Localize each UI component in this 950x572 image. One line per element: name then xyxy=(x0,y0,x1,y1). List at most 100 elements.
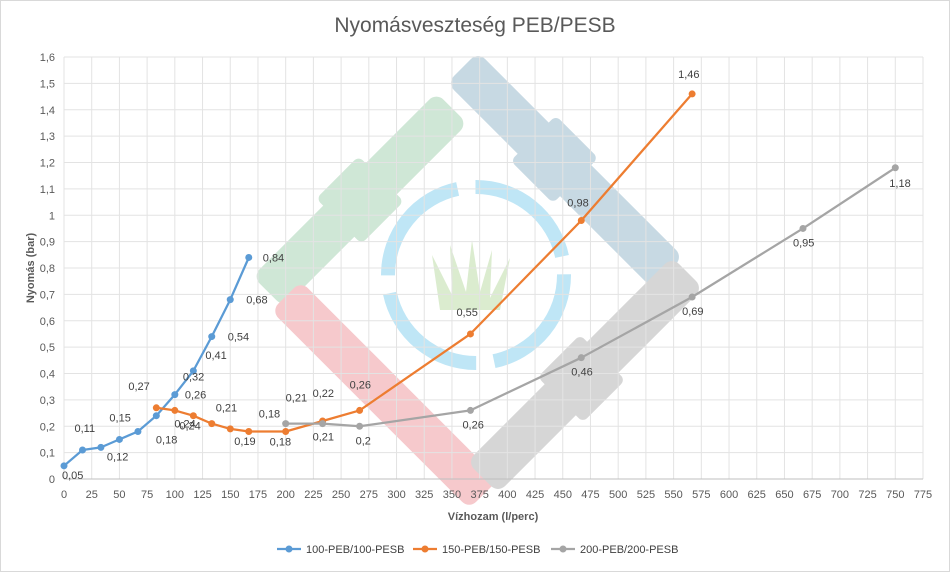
x-tick-label: 50 xyxy=(113,489,125,501)
data-label: 0,32 xyxy=(183,372,204,384)
chart-title: Nyomásveszteség PEB/PESB xyxy=(334,14,616,37)
data-label: 0,05 xyxy=(62,470,83,482)
legend-marker xyxy=(285,545,293,553)
x-tick-label: 25 xyxy=(86,489,98,501)
watermark-grass xyxy=(432,240,510,310)
data-point xyxy=(208,420,216,428)
data-label: 0,26 xyxy=(462,419,483,431)
y-tick-label: 1,1 xyxy=(40,184,55,196)
x-tick-label: 650 xyxy=(775,489,793,501)
chart-legend: 100-PEB/100-PESB 150-PEB/150-PESB 200-PEB/… xyxy=(277,544,678,556)
data-label: 0,12 xyxy=(107,451,128,463)
y-tick-label: 0,9 xyxy=(40,237,55,249)
data-point xyxy=(282,428,290,436)
x-tick-label: 700 xyxy=(831,489,849,501)
data-label: 0,24 xyxy=(174,419,195,431)
y-tick-label: 1 xyxy=(49,210,55,222)
legend-marker xyxy=(421,545,429,553)
data-label: 0,24 xyxy=(179,421,200,433)
watermark-blue-pipe xyxy=(451,56,679,284)
x-tick-label: 725 xyxy=(858,489,876,501)
x-axis-title: Vízhozam (l/perc) xyxy=(448,511,539,523)
x-tick-label: 350 xyxy=(443,489,461,501)
data-point xyxy=(171,406,179,414)
data-label: 0,19 xyxy=(234,436,255,448)
x-tick-label: 550 xyxy=(664,489,682,501)
data-label: 0,54 xyxy=(228,332,249,344)
x-tick-label: 125 xyxy=(193,489,211,501)
data-point xyxy=(319,420,327,428)
data-point xyxy=(189,412,197,420)
x-tick-label: 575 xyxy=(692,489,710,501)
data-label: 1,18 xyxy=(889,178,910,190)
x-tick-label: 500 xyxy=(609,489,627,501)
x-tick-label: 0 xyxy=(61,489,67,501)
data-label: 0,18 xyxy=(156,435,177,447)
data-point xyxy=(577,217,585,225)
chart-grid xyxy=(63,56,924,480)
y-tick-label: 0 xyxy=(49,474,55,486)
y-tick-label: 1,3 xyxy=(40,131,55,143)
x-tick-label: 300 xyxy=(387,489,405,501)
data-point xyxy=(208,333,216,341)
watermark-grey-pipe xyxy=(471,261,699,489)
data-label: 0,22 xyxy=(313,388,334,400)
y-tick-label: 1,4 xyxy=(40,105,55,117)
data-label: 0,21 xyxy=(286,393,307,405)
x-tick-label: 775 xyxy=(914,489,932,501)
watermark-red-pipe xyxy=(275,285,495,505)
x-tick-label: 325 xyxy=(415,489,433,501)
y-tick-label: 1,6 xyxy=(40,52,55,64)
data-label: 0,18 xyxy=(259,409,280,421)
data-label: 1,46 xyxy=(678,69,699,81)
legend-label: 100-PEB/100-PESB xyxy=(306,544,404,556)
data-point xyxy=(171,391,179,399)
data-label: 0,26 xyxy=(185,389,206,401)
data-label: 0,95 xyxy=(793,237,814,249)
x-tick-label: 750 xyxy=(886,489,904,501)
chart-series xyxy=(60,90,899,470)
x-tick-label: 450 xyxy=(554,489,572,501)
data-label: 0,26 xyxy=(350,379,371,391)
data-point xyxy=(152,412,160,420)
x-tick-label: 375 xyxy=(470,489,488,501)
data-point xyxy=(356,406,364,414)
data-label: 0,21 xyxy=(313,432,334,444)
y-tick-label: 0,4 xyxy=(40,369,55,381)
y-tick-label: 0,7 xyxy=(40,289,55,301)
data-point xyxy=(152,404,160,412)
legend-marker xyxy=(559,545,567,553)
legend-label: 200-PEB/200-PESB xyxy=(580,544,678,556)
data-point xyxy=(60,462,68,470)
y-tick-label: 0,1 xyxy=(40,448,55,460)
chart-axes: 0 25 50 75 100 125 150 175 200 225 250 275 300 325 350… xyxy=(40,52,932,501)
data-label: 0,98 xyxy=(567,198,588,210)
x-tick-label: 425 xyxy=(526,489,544,501)
x-tick-label: 200 xyxy=(276,489,294,501)
data-point xyxy=(356,422,364,430)
data-point xyxy=(466,406,474,414)
watermark-logo xyxy=(256,56,699,505)
data-label: 0,84 xyxy=(263,252,284,264)
data-point xyxy=(688,293,696,301)
x-tick-label: 150 xyxy=(221,489,239,501)
y-tick-label: 0,6 xyxy=(40,316,55,328)
chart-data-labels: 0,050,110,120,150,180,240,320,410,540,68… xyxy=(62,69,911,482)
watermark-ring xyxy=(381,180,571,370)
data-label: 0,18 xyxy=(270,437,291,449)
data-point xyxy=(134,428,142,436)
series-line xyxy=(285,166,896,428)
data-label: 0,46 xyxy=(571,367,592,379)
x-tick-label: 250 xyxy=(332,489,350,501)
x-tick-label: 100 xyxy=(166,489,184,501)
y-tick-label: 0,8 xyxy=(40,263,55,275)
x-tick-label: 400 xyxy=(498,489,516,501)
data-label: 0,2 xyxy=(356,435,371,447)
x-tick-label: 275 xyxy=(360,489,378,501)
x-tick-label: 525 xyxy=(637,489,655,501)
data-label: 0,41 xyxy=(205,350,226,362)
x-tick-label: 75 xyxy=(141,489,153,501)
data-label: 0,55 xyxy=(456,307,477,319)
data-point xyxy=(79,446,87,454)
data-label: 0,27 xyxy=(128,381,149,393)
